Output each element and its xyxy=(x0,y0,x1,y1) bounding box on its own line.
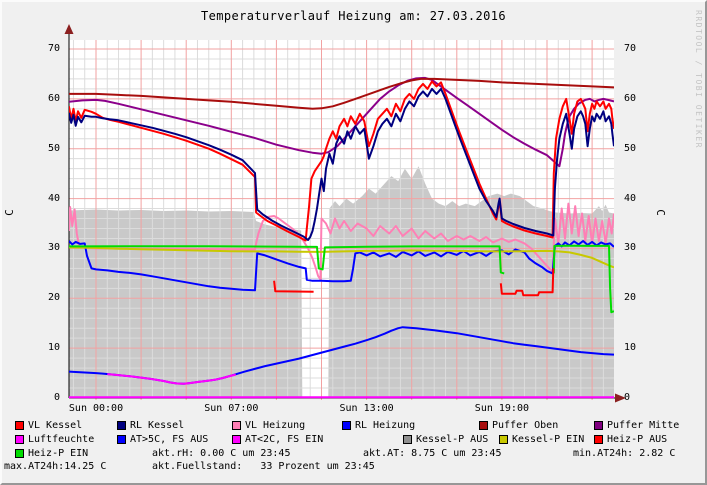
y-axis-arrow-icon xyxy=(64,24,74,34)
graph-title: Temperaturverlauf Heizung am: 27.03.2016 xyxy=(201,9,506,23)
series-heiz-p-aus xyxy=(499,268,555,297)
series-vl-kessel xyxy=(69,80,614,242)
series-at-2c-fs-ein xyxy=(107,373,237,385)
series-rl-kessel xyxy=(69,87,614,241)
series-heiz-p-ein xyxy=(69,245,505,275)
gridlines xyxy=(69,40,614,400)
series-vl-heizung xyxy=(69,202,614,281)
series-rl-heizung xyxy=(69,240,614,292)
series-kessel-p-ein xyxy=(69,246,614,269)
rrdtool-watermark: RRDTOOL / TOBI OETIKER xyxy=(694,10,703,149)
series-heiz-p-aus xyxy=(273,280,314,293)
series-heiz-p-ein xyxy=(552,244,614,314)
series-puffer-oben xyxy=(69,77,614,110)
x-axis-arrow-icon xyxy=(615,393,626,403)
line-series xyxy=(69,76,614,399)
